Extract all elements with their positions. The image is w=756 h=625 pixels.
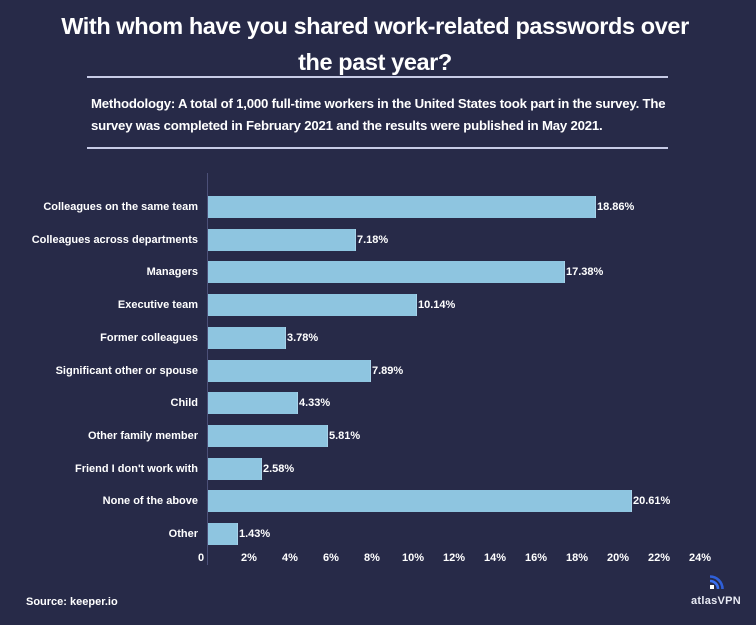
value-label: 3.78%	[287, 332, 319, 344]
bar	[208, 392, 298, 414]
bar	[208, 229, 356, 251]
chart-title-line-1: With whom have you shared work-related p…	[61, 13, 689, 39]
source-label: Source: keeper.io	[26, 596, 118, 608]
bar	[208, 458, 262, 480]
logo-text: atlasVPN	[690, 595, 742, 607]
x-axis-tick: 16%	[524, 552, 548, 564]
bar-row: None of the above 20.61%	[0, 490, 756, 512]
bar-row: Executive team 10.14%	[0, 294, 756, 316]
value-label: 1.43%	[239, 528, 271, 540]
bar	[208, 360, 371, 382]
x-axis-tick: 22%	[647, 552, 671, 564]
bar-row: Friend I don't work with 2.58%	[0, 458, 756, 480]
x-axis-tick: 8%	[364, 552, 380, 564]
x-axis-tick: 2%	[241, 552, 257, 564]
wifi-signal-icon	[709, 575, 724, 590]
value-label: 17.38%	[566, 266, 604, 278]
bar-row: Child 4.33%	[0, 392, 756, 414]
title-divider	[87, 76, 668, 78]
bar-row: Colleagues on the same team 18.86%	[0, 196, 756, 218]
x-axis-tick: 6%	[323, 552, 339, 564]
value-label: 2.58%	[263, 463, 295, 475]
y-axis-line	[207, 173, 208, 565]
bar	[208, 490, 632, 512]
bar-row: Other family member 5.81%	[0, 425, 756, 447]
x-axis-tick: 0	[197, 552, 205, 564]
category-label: Colleagues on the same team	[43, 201, 198, 213]
bar-row: Former colleagues 3.78%	[0, 327, 756, 349]
category-label: Other	[168, 528, 198, 540]
bar-row: Managers 17.38%	[0, 261, 756, 283]
bar	[208, 294, 417, 316]
category-label: Significant other or spouse	[55, 365, 198, 377]
x-axis-tick: 10%	[401, 552, 425, 564]
bar-row: Significant other or spouse 7.89%	[0, 360, 756, 382]
category-label: Managers	[146, 266, 198, 278]
chart-title: With whom have you shared work-related p…	[20, 8, 730, 80]
category-label: Friend I don't work with	[75, 463, 198, 475]
methodology-divider	[87, 147, 668, 149]
bar	[208, 196, 596, 218]
bar-row: Other 1.43%	[0, 523, 756, 545]
category-label: None of the above	[102, 495, 198, 507]
value-label: 4.33%	[299, 397, 331, 409]
x-axis-tick: 24%	[688, 552, 712, 564]
value-label: 10.14%	[418, 299, 456, 311]
x-axis-tick: 4%	[282, 552, 298, 564]
category-label: Former colleagues	[100, 332, 198, 344]
value-label: 20.61%	[633, 495, 671, 507]
x-axis-tick: 18%	[565, 552, 589, 564]
value-label: 5.81%	[329, 430, 361, 442]
bar-row: Colleagues across departments 7.18%	[0, 229, 756, 251]
category-label: Executive team	[117, 299, 198, 311]
category-label: Other family member	[87, 430, 198, 442]
category-label: Child	[170, 397, 199, 409]
value-label: 7.18%	[357, 234, 389, 246]
value-label: 18.86%	[597, 201, 635, 213]
bar	[208, 425, 328, 447]
bar	[208, 327, 286, 349]
methodology-text: Methodology: A total of 1,000 full-time …	[91, 96, 666, 133]
atlasvpn-logo: atlasVPN	[686, 574, 746, 607]
x-axis-tick: 12%	[442, 552, 466, 564]
x-axis-tick: 20%	[606, 552, 630, 564]
value-label: 7.89%	[372, 365, 404, 377]
bar	[208, 261, 565, 283]
chart-title-line-2: the past year?	[298, 49, 452, 75]
x-axis-tick: 14%	[483, 552, 507, 564]
bar	[208, 523, 238, 545]
category-label: Colleagues across departments	[31, 234, 198, 246]
